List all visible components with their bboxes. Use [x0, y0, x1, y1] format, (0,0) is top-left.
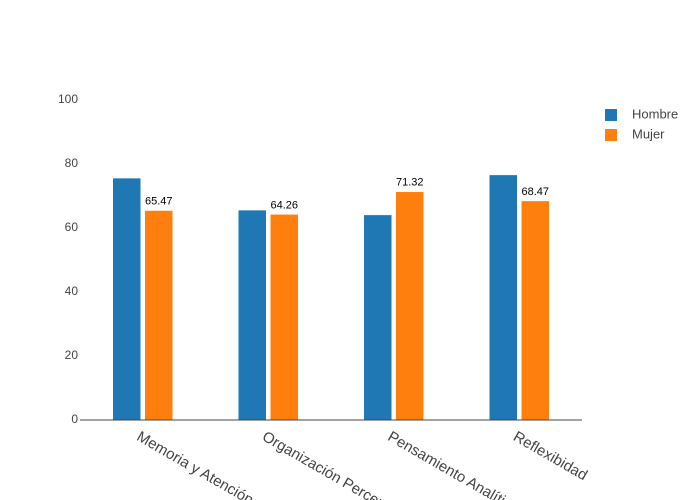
y-tick-label: 40	[65, 284, 79, 298]
data-label: 65.47	[145, 195, 173, 207]
bar	[395, 191, 424, 421]
legend-label: Hombre	[632, 106, 678, 121]
bar	[144, 210, 173, 421]
bar	[238, 209, 267, 421]
legend-swatch	[605, 109, 617, 121]
y-tick-label: 60	[65, 220, 79, 234]
legend-label: Mujer	[632, 126, 665, 141]
x-tick-label: Pensamiento Analítico	[385, 428, 522, 500]
legend-swatch	[605, 129, 617, 141]
y-tick-label: 80	[65, 156, 79, 170]
data-label: 71.32	[396, 177, 424, 189]
y-tick-label: 0	[71, 412, 78, 426]
bar	[363, 214, 392, 421]
bar	[521, 200, 550, 421]
x-tick-label: Reflexibidad	[510, 428, 590, 484]
y-tick-label: 20	[65, 348, 79, 362]
x-tick-label: Memoria y Atención	[134, 428, 257, 500]
bar	[112, 177, 141, 421]
data-label: 68.47	[521, 186, 549, 198]
bar	[270, 214, 299, 421]
data-label: 64.26	[270, 199, 298, 211]
bar	[489, 174, 518, 421]
y-tick-label: 100	[58, 92, 78, 106]
